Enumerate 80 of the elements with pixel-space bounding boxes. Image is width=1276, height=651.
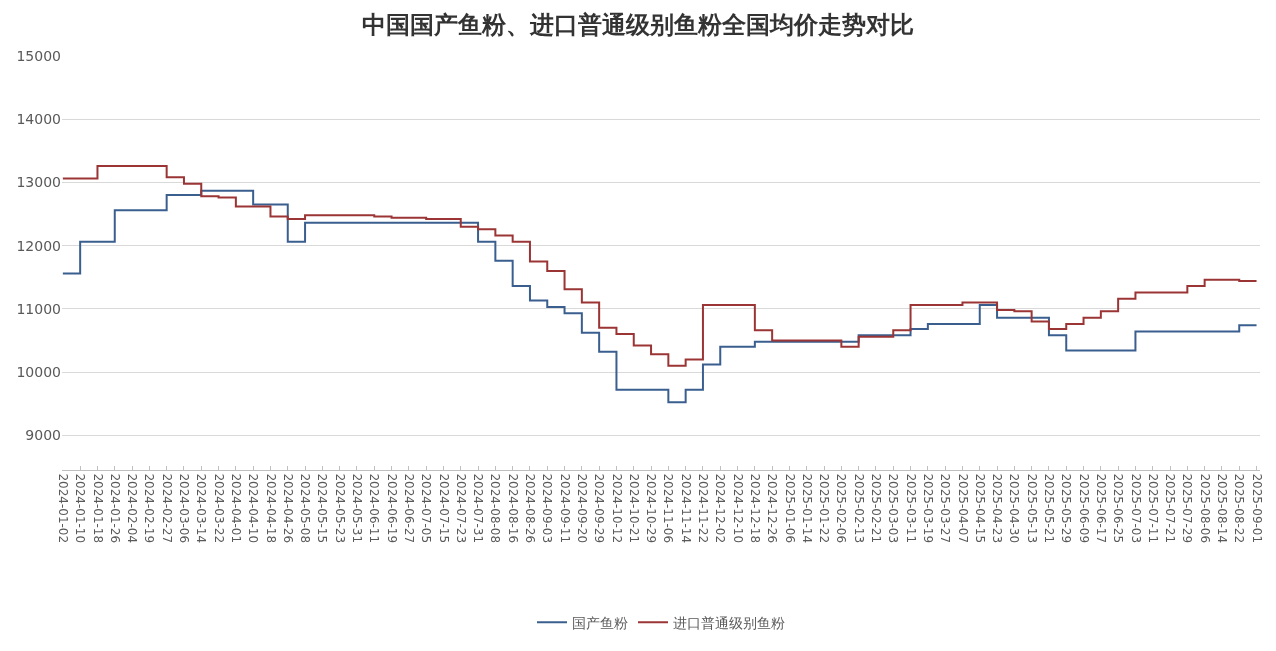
x-tick-label: 2024-01-18 (90, 473, 105, 544)
x-tick-label: 2025-05-13 (1024, 473, 1039, 544)
x-tick-label: 2025-05-29 (1059, 473, 1074, 544)
x-tick-label: 2025-02-06 (834, 473, 849, 544)
y-tick-label: 10000 (16, 363, 61, 380)
x-tick-label: 2024-02-19 (142, 473, 157, 544)
x-tick-label: 2025-03-11 (903, 473, 918, 544)
x-tick-label: 2025-07-03 (1128, 473, 1143, 544)
x-tick-label: 2025-04-15 (972, 473, 987, 544)
x-tick-label: 2025-03-03 (886, 473, 901, 544)
x-tick-label: 2025-07-11 (1145, 473, 1160, 544)
y-tick-label: 9000 (25, 427, 61, 444)
x-tick-label: 2025-06-17 (1093, 473, 1108, 544)
legend-label: 国产鱼粉 (572, 614, 628, 631)
x-tick-label: 2024-12-02 (713, 473, 728, 544)
x-tick-label: 2024-01-26 (107, 473, 122, 544)
x-tick-label: 2025-01-22 (817, 473, 832, 544)
x-tick-label: 2025-01-14 (799, 473, 814, 544)
x-tick-label: 2025-02-21 (869, 473, 884, 544)
x-tick-label: 2024-09-20 (574, 473, 589, 544)
x-tick-label: 2024-07-23 (453, 473, 468, 544)
x-tick-label: 2024-05-23 (332, 473, 347, 544)
x-tick-label: 2024-09-03 (540, 473, 555, 544)
x-tick-label: 2025-02-13 (851, 473, 866, 544)
y-tick-label: 13000 (16, 174, 61, 191)
x-tick-label: 2025-06-25 (1111, 473, 1126, 544)
legend-label: 进口普通级别鱼粉 (673, 614, 785, 631)
x-tick-label: 2025-04-30 (1007, 473, 1022, 544)
x-tick-label: 2024-10-21 (626, 473, 641, 544)
x-tick-label: 2024-12-26 (765, 473, 780, 544)
x-tick-label: 2024-07-15 (436, 473, 451, 544)
y-tick-label: 11000 (16, 300, 61, 317)
x-tick-label: 2024-01-02 (55, 473, 70, 544)
x-tick-label: 2024-06-19 (384, 473, 399, 544)
chart-title: 中国国产鱼粉、进口普通级别鱼粉全国均价走势对比 (362, 11, 914, 40)
x-tick-label: 2024-01-10 (73, 473, 88, 544)
x-tick-label: 2024-08-16 (505, 473, 520, 544)
y-tick-label: 15000 (16, 47, 61, 64)
x-tick-label: 2025-04-07 (955, 473, 970, 544)
y-tick-label: 14000 (16, 111, 61, 128)
x-tick-label: 2025-03-19 (920, 473, 935, 544)
x-tick-label: 2024-02-27 (159, 473, 174, 544)
x-tick-label: 2025-07-29 (1180, 473, 1195, 544)
x-tick-label: 2024-04-18 (263, 473, 278, 544)
x-tick-label: 2024-03-22 (211, 473, 226, 544)
y-tick-label: 12000 (16, 237, 61, 254)
x-tick-label: 2024-02-04 (125, 473, 140, 544)
x-tick-label: 2025-06-09 (1076, 473, 1091, 544)
x-tick-label: 2024-12-10 (730, 473, 745, 544)
x-tick-label: 2025-07-21 (1163, 473, 1178, 544)
x-tick-label: 2024-11-22 (696, 473, 711, 544)
x-tick-label: 2024-05-31 (350, 473, 365, 544)
x-tick-label: 2024-09-29 (592, 473, 607, 544)
x-tick-label: 2024-03-14 (194, 473, 209, 544)
x-tick-label: 2024-10-12 (609, 473, 624, 544)
x-tick-label: 2025-04-23 (990, 473, 1005, 544)
x-tick-label: 2025-01-06 (782, 473, 797, 544)
x-tick-label: 2024-04-10 (246, 473, 261, 544)
x-tick-label: 2024-07-05 (419, 473, 434, 544)
x-tick-label: 2024-04-26 (280, 473, 295, 544)
x-tick-label: 2024-03-06 (177, 473, 192, 544)
x-tick-label: 2024-08-08 (488, 473, 503, 544)
x-tick-label: 2024-10-29 (644, 473, 659, 544)
x-tick-label: 2025-03-27 (938, 473, 953, 544)
x-tick-label: 2025-05-21 (1042, 473, 1057, 544)
x-tick-label: 2025-08-22 (1232, 473, 1247, 544)
x-tick-label: 2024-05-08 (298, 473, 313, 544)
x-tick-label: 2025-08-06 (1197, 473, 1212, 544)
x-tick-label: 2024-11-14 (678, 473, 693, 544)
x-tick-label: 2024-06-27 (401, 473, 416, 544)
x-tick-label: 2025-09-01 (1249, 473, 1264, 544)
x-tick-label: 2024-11-06 (661, 473, 676, 544)
x-tick-label: 2024-12-18 (747, 473, 762, 544)
x-tick-label: 2024-08-26 (523, 473, 538, 544)
x-tick-label: 2024-06-11 (367, 473, 382, 544)
x-tick-label: 2024-07-31 (471, 473, 486, 544)
x-tick-label: 2024-05-15 (315, 473, 330, 544)
x-tick-label: 2024-09-11 (557, 473, 572, 544)
x-tick-label: 2024-04-01 (228, 473, 243, 544)
x-tick-label: 2025-08-14 (1215, 473, 1230, 544)
